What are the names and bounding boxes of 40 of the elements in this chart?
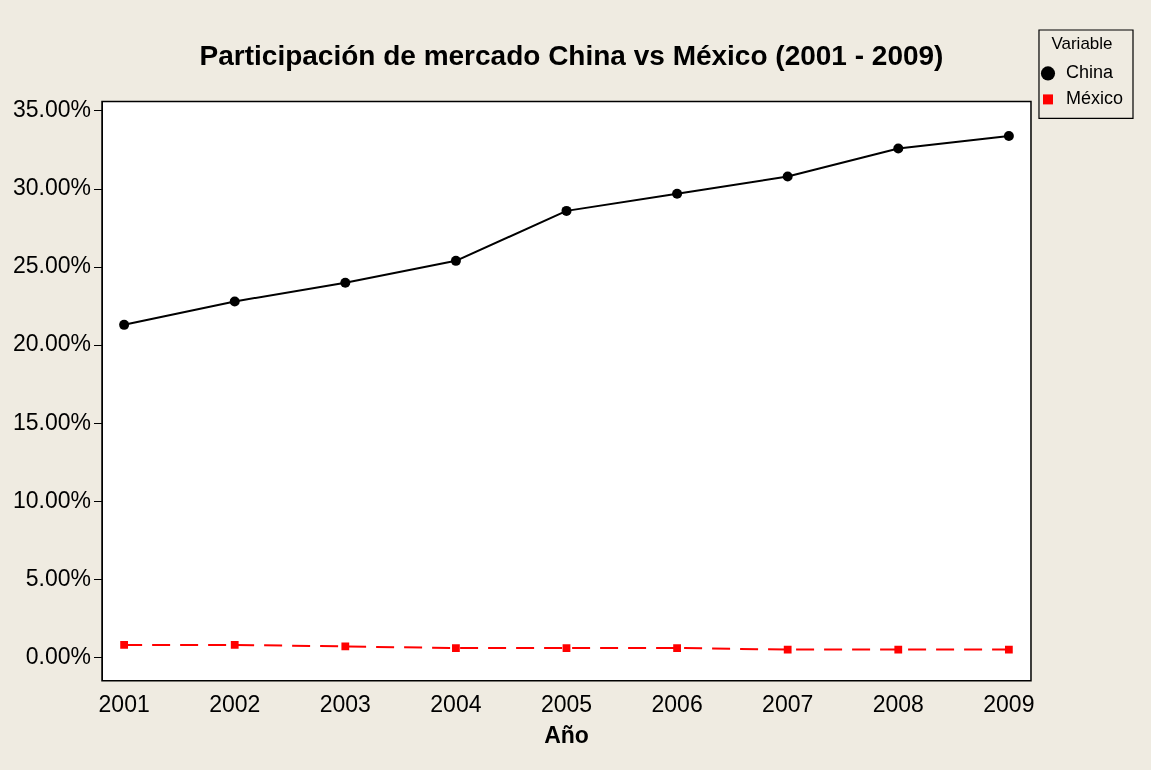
point <box>230 641 239 649</box>
point <box>782 171 793 182</box>
y-tick-label: 0.00% <box>25 642 92 669</box>
point <box>120 641 129 649</box>
point <box>341 642 350 651</box>
x-tick-label: 2006 <box>651 690 703 717</box>
point <box>562 644 571 652</box>
point <box>229 296 240 307</box>
x-tick-label: 2009 <box>983 690 1035 717</box>
x-tick-label: 2005 <box>540 690 593 717</box>
y-tick-label: 15.00% <box>12 408 92 435</box>
point <box>894 645 903 654</box>
point <box>561 205 572 216</box>
y-tick-label: 5.00% <box>25 564 92 591</box>
x-tick-label: 2007 <box>762 690 814 717</box>
legend-title: Variable <box>1051 34 1113 54</box>
x-tick-label: 2004 <box>430 690 482 717</box>
legend-label: México <box>1065 88 1123 109</box>
y-tick-label: 30.00% <box>12 174 92 201</box>
point <box>119 319 130 330</box>
x-tick-label: 2002 <box>209 690 261 717</box>
point <box>672 188 683 199</box>
point <box>673 644 681 652</box>
point <box>1004 645 1013 654</box>
y-tick-label: 25.00% <box>12 252 92 279</box>
point <box>893 143 904 154</box>
y-tick-label: 35.00% <box>12 96 92 123</box>
point <box>452 644 460 652</box>
point <box>1003 130 1014 141</box>
point <box>340 277 351 288</box>
point <box>783 645 792 654</box>
x-axis-title: Año <box>544 721 589 748</box>
y-tick-label: 20.00% <box>12 330 92 357</box>
chart-title: Participación de mercado China vs México (2001 - 2009) <box>199 39 944 71</box>
y-tick-label: 10.00% <box>12 486 92 513</box>
legend-label: China <box>1065 62 1114 83</box>
x-tick-label: 2003 <box>319 690 371 717</box>
x-tick-label: 2008 <box>872 690 924 717</box>
x-tick-label: 2001 <box>98 690 150 717</box>
point <box>450 255 461 266</box>
